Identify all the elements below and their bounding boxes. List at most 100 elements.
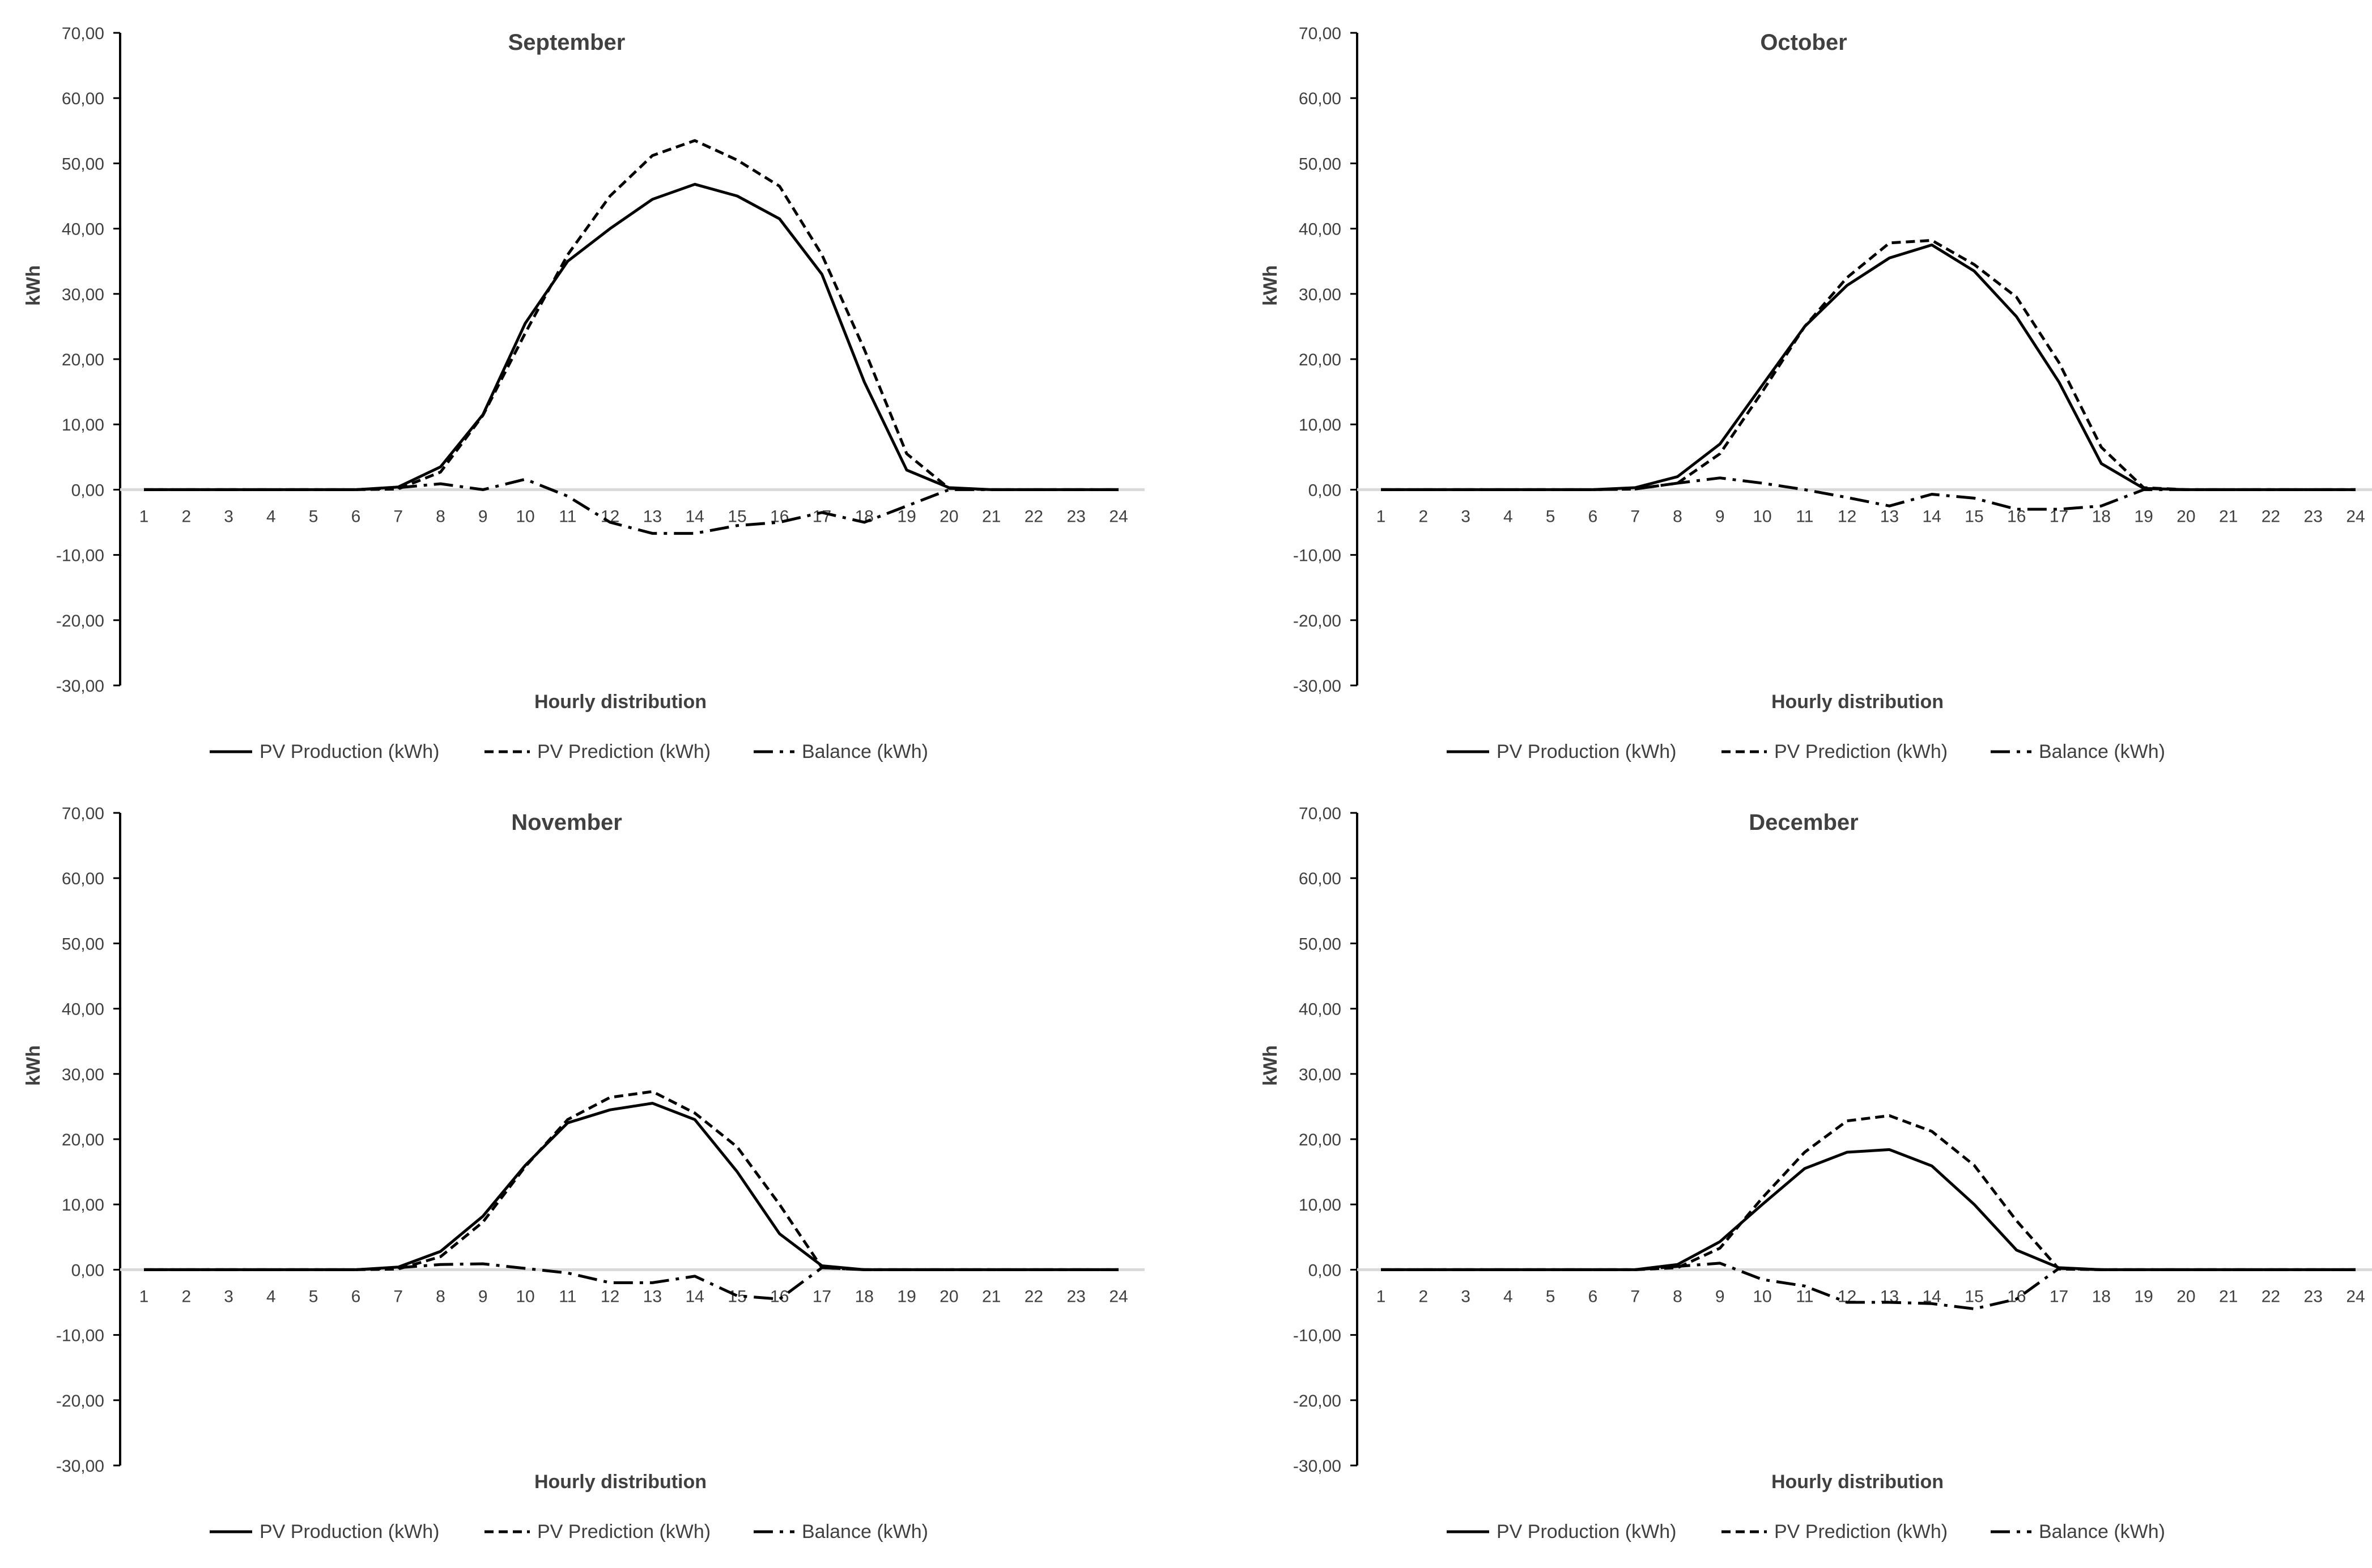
y-tick-label: -10,00 <box>1293 1327 1341 1345</box>
y-tick-label: -10,00 <box>1293 547 1341 565</box>
x-axis-label: Hourly distribution <box>534 1471 707 1493</box>
series-line-2 <box>144 1090 1119 1271</box>
legend-label-3: Balance (kWh) <box>802 1521 928 1543</box>
x-tick-label: 23 <box>1067 1287 1086 1306</box>
y-tick-label: 20,00 <box>62 1131 104 1149</box>
x-tick-label: 14 <box>685 507 704 526</box>
y-tick-label: 0,00 <box>1308 481 1341 500</box>
x-tick-label: 15 <box>728 507 746 526</box>
x-tick-label: 24 <box>1109 507 1128 526</box>
x-tick-label: 10 <box>516 1287 534 1306</box>
y-tick-label: 10,00 <box>1299 416 1341 434</box>
x-tick-label: 18 <box>2092 1287 2111 1306</box>
x-tick-label: 2 <box>1418 507 1428 526</box>
y-tick-label: 70,00 <box>62 24 104 43</box>
series-line-3 <box>1381 476 2356 511</box>
x-tick-label: 23 <box>2304 1287 2323 1306</box>
x-tick-label: 17 <box>813 1287 831 1306</box>
x-tick-label: 13 <box>643 1287 662 1306</box>
x-tick-label: 22 <box>1025 507 1043 526</box>
legend-label-3: Balance (kWh) <box>2039 1521 2165 1543</box>
y-tick-label: -20,00 <box>1293 612 1341 630</box>
chart-title: November <box>511 810 622 835</box>
y-tick-label: 60,00 <box>1299 90 1341 108</box>
legend-label-2: PV Prediction (kWh) <box>1774 741 1948 762</box>
x-tick-label: 20 <box>940 507 958 526</box>
x-tick-label: 17 <box>2050 507 2068 526</box>
y-tick-label: 40,00 <box>62 220 104 239</box>
x-tick-label: 22 <box>2262 507 2280 526</box>
y-tick-label: 10,00 <box>62 416 104 434</box>
y-tick-label: -30,00 <box>56 1457 104 1476</box>
y-tick-label: 60,00 <box>62 90 104 108</box>
x-axis-label: Hourly distribution <box>1771 1471 1944 1493</box>
y-tick-label: 70,00 <box>62 804 104 823</box>
x-tick-label: 15 <box>1965 507 1983 526</box>
y-tick-label: 0,00 <box>71 1261 104 1280</box>
x-tick-label: 14 <box>685 1287 704 1306</box>
y-tick-label: 50,00 <box>1299 935 1341 953</box>
y-tick-label: 50,00 <box>1299 155 1341 173</box>
legend-label-2: PV Prediction (kWh) <box>1774 1521 1948 1543</box>
x-tick-label: 4 <box>1503 1287 1513 1306</box>
x-tick-label: 11 <box>559 1287 576 1306</box>
x-tick-label: 15 <box>1965 1287 1983 1306</box>
series-line-1 <box>1381 1148 2356 1271</box>
x-tick-label: 11 <box>1796 507 1813 526</box>
chart-title: December <box>1749 810 1858 835</box>
chart-panel-october: October -30,00 -20,00 -10,00 0,00 10,00 20,00 3… <box>1260 24 2372 762</box>
y-tick-label: -30,00 <box>1293 677 1341 696</box>
x-tick-label: 2 <box>1418 1287 1428 1306</box>
x-tick-label: 7 <box>393 1287 403 1306</box>
x-tick-label: 19 <box>897 1287 916 1306</box>
x-tick-label: 23 <box>1067 507 1086 526</box>
series-line-3 <box>1381 1262 2356 1310</box>
x-tick-label: 8 <box>1673 507 1682 526</box>
x-tick-label: 18 <box>855 1287 874 1306</box>
y-tick-label: 30,00 <box>1299 286 1341 304</box>
x-tick-label: 21 <box>2219 1287 2238 1306</box>
x-tick-label: 24 <box>2346 507 2365 526</box>
y-axis-label: kWh <box>23 1045 44 1086</box>
x-tick-label: 5 <box>309 507 318 526</box>
x-axis-label: Hourly distribution <box>534 691 707 713</box>
y-tick-label: 70,00 <box>1299 804 1341 823</box>
y-tick-label: 50,00 <box>62 935 104 953</box>
y-tick-label: 20,00 <box>62 351 104 369</box>
x-tick-label: 13 <box>643 507 662 526</box>
y-tick-label: 20,00 <box>1299 1131 1341 1149</box>
x-tick-label: 20 <box>2177 1287 2195 1306</box>
x-tick-label: 6 <box>1588 507 1598 526</box>
x-tick-label: 1 <box>139 1287 149 1306</box>
x-axis-label: Hourly distribution <box>1771 691 1944 713</box>
y-tick-label: 50,00 <box>62 155 104 173</box>
x-tick-label: 4 <box>266 1287 276 1306</box>
x-tick-label: 3 <box>224 1287 233 1306</box>
y-tick-label: -10,00 <box>56 1327 104 1345</box>
x-tick-label: 20 <box>2177 507 2195 526</box>
series-line-1 <box>144 1102 1119 1271</box>
legend-label-1: PV Production (kWh) <box>260 741 439 762</box>
x-tick-label: 8 <box>436 1287 445 1306</box>
series-line-1 <box>144 182 1119 491</box>
x-tick-label: 1 <box>139 507 149 526</box>
chart-title: October <box>1760 30 1847 55</box>
y-tick-label: 60,00 <box>62 870 104 888</box>
x-tick-label: 16 <box>2007 507 2026 526</box>
legend-label-1: PV Production (kWh) <box>1497 1521 1676 1543</box>
legend-label-3: Balance (kWh) <box>2039 741 2165 762</box>
x-tick-label: 10 <box>516 507 534 526</box>
x-tick-label: 12 <box>601 1287 619 1306</box>
x-tick-label: 6 <box>1588 1287 1598 1306</box>
x-tick-label: 8 <box>1673 1287 1682 1306</box>
x-tick-label: 24 <box>2346 1287 2365 1306</box>
x-tick-label: 9 <box>478 1287 488 1306</box>
y-axis-label: kWh <box>1260 265 1281 306</box>
x-tick-label: 5 <box>309 1287 318 1306</box>
x-tick-label: 17 <box>2050 1287 2068 1306</box>
x-tick-label: 11 <box>559 507 576 526</box>
x-tick-label: 3 <box>1461 1287 1470 1306</box>
x-tick-label: 11 <box>1796 1287 1813 1306</box>
x-tick-label: 21 <box>2219 507 2238 526</box>
x-tick-label: 7 <box>1630 1287 1640 1306</box>
